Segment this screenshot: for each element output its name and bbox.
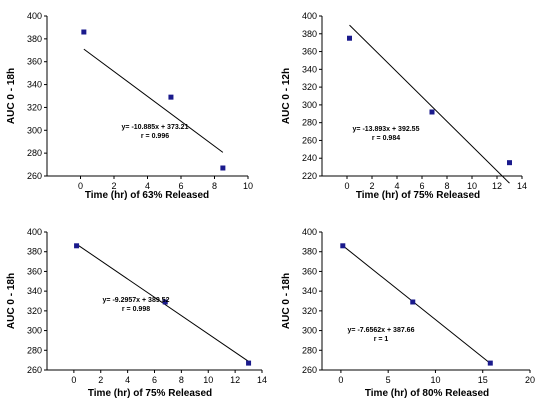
x-axis-title: Time (hr) of 80% Released (365, 388, 489, 399)
y-tick-label: 320 (27, 306, 42, 316)
y-tick-label: 360 (302, 47, 317, 57)
y-tick-label: 220 (302, 171, 317, 181)
data-point (220, 165, 226, 171)
x-tick-label: 12 (230, 375, 240, 385)
x-tick-label: 4 (394, 181, 399, 191)
y-tick-label: 360 (27, 266, 42, 276)
y-tick-label: 280 (302, 118, 317, 128)
y-tick-label: 260 (302, 135, 317, 145)
data-point (347, 35, 352, 41)
x-tick-label: 2 (369, 181, 374, 191)
y-tick-label: 300 (302, 100, 317, 110)
y-tick-label: 280 (27, 345, 42, 355)
y-tick-label: 400 (302, 227, 317, 237)
x-tick-label: 10 (243, 181, 253, 191)
chart-panel-3: 260 280 300 320 340 360 380 400 0 2 4 6 8 10 12 14 Time … (6, 227, 267, 399)
y-tick-label: 340 (27, 286, 42, 296)
y-tick-label: 300 (27, 326, 42, 336)
y-tick-label: 260 (27, 171, 42, 181)
x-tick-label: 6 (178, 181, 183, 191)
y-axis-title: AUC 0 - 12h (281, 68, 292, 124)
x-tick-label: 2 (111, 181, 116, 191)
y-tick-label: 320 (302, 82, 317, 92)
x-tick-label: 0 (338, 375, 343, 385)
y-tick-label: 260 (302, 365, 317, 375)
x-tick-label: 20 (525, 375, 535, 385)
correlation-coefficient: r = 1 (374, 336, 389, 343)
correlation-coefficient: r = 0.984 (372, 135, 400, 142)
data-point (340, 243, 346, 249)
x-tick-label: 6 (152, 375, 157, 385)
y-tick-label: 340 (302, 286, 317, 296)
y-axis-title: AUC 0 - 18h (6, 68, 17, 124)
trendline (349, 24, 510, 184)
chart-panel-1: 260 280 300 320 340 360 380 400 0 2 4 6 8 10 Time (hr)… (6, 11, 253, 201)
y-axis-title: AUC 0 - 18h (6, 273, 17, 329)
x-tick-label: 8 (179, 375, 184, 385)
x-axis-title: Time (hr) of 75% Released (88, 388, 212, 399)
data-point (410, 299, 416, 305)
x-tick-label: 14 (517, 181, 527, 191)
y-tick-label: 380 (302, 29, 317, 39)
y-tick-label: 280 (302, 345, 317, 355)
x-tick-label: 10 (467, 181, 477, 191)
y-tick-label: 300 (302, 326, 317, 336)
x-tick-label: 8 (444, 181, 449, 191)
y-tick-label: 340 (27, 80, 42, 90)
regression-equation: y= -10.885x + 373.21 (122, 124, 189, 131)
y-tick-label: 360 (27, 57, 42, 67)
x-tick-label: 15 (478, 375, 488, 385)
x-tick-label: 8 (212, 181, 217, 191)
regression-equation: y= -13.893x + 392.55 (353, 126, 420, 133)
data-point (74, 243, 80, 249)
x-tick-label: 5 (386, 375, 391, 385)
y-tick-label: 360 (302, 266, 317, 276)
correlation-coefficient: r = 0.996 (141, 133, 169, 140)
chart-panel-2: 220 240 260 280 300 320 340 360 380 400 0 2 4 6 8 10 12 1… (281, 11, 527, 201)
y-tick-label: 400 (27, 11, 42, 21)
y-tick-label: 400 (27, 227, 42, 237)
x-tick-label: 4 (125, 375, 130, 385)
y-tick-label: 260 (27, 365, 42, 375)
y-tick-label: 380 (27, 247, 42, 257)
data-point (507, 160, 512, 166)
data-point (429, 109, 435, 115)
trendline (76, 243, 249, 362)
y-tick-label: 400 (302, 11, 317, 21)
y-tick-label: 280 (27, 148, 42, 158)
x-tick-label: 12 (492, 181, 502, 191)
y-tick-label: 320 (27, 102, 42, 112)
correlation-coefficient: r = 0.998 (122, 306, 150, 313)
regression-equation: y= -9.2957x + 389.52 (103, 297, 170, 304)
x-tick-label: 4 (145, 181, 150, 191)
y-tick-label: 380 (27, 34, 42, 44)
y-tick-label: 380 (302, 247, 317, 257)
data-point (81, 29, 87, 35)
y-axis-title: AUC 0 - 18h (281, 273, 292, 329)
x-tick-label: 10 (430, 375, 440, 385)
y-tick-label: 300 (27, 125, 42, 135)
regression-equation: y= -7.6562x + 387.66 (348, 327, 415, 334)
data-point (487, 360, 493, 366)
trendline (342, 245, 491, 364)
x-axis-title: Time (hr) of 63% Released (85, 190, 209, 201)
data-point (162, 299, 168, 305)
x-tick-label: 0 (78, 181, 83, 191)
x-tick-label: 0 (344, 181, 349, 191)
y-tick-label: 340 (302, 64, 317, 74)
y-tick-label: 240 (302, 153, 317, 163)
x-tick-label: 6 (419, 181, 424, 191)
chart-panel-4: 260 280 300 320 340 360 380 400 0 5 10 15 20 Time (hr… (281, 227, 535, 399)
x-tick-label: 14 (257, 375, 267, 385)
x-tick-label: 2 (98, 375, 103, 385)
y-tick-label: 320 (302, 306, 317, 316)
trendline (83, 48, 224, 153)
x-axis-title: Time (hr) of 75% Released (356, 190, 480, 201)
x-tick-label: 0 (71, 375, 76, 385)
data-point (246, 360, 252, 366)
data-point (168, 94, 174, 100)
x-tick-label: 10 (203, 375, 213, 385)
